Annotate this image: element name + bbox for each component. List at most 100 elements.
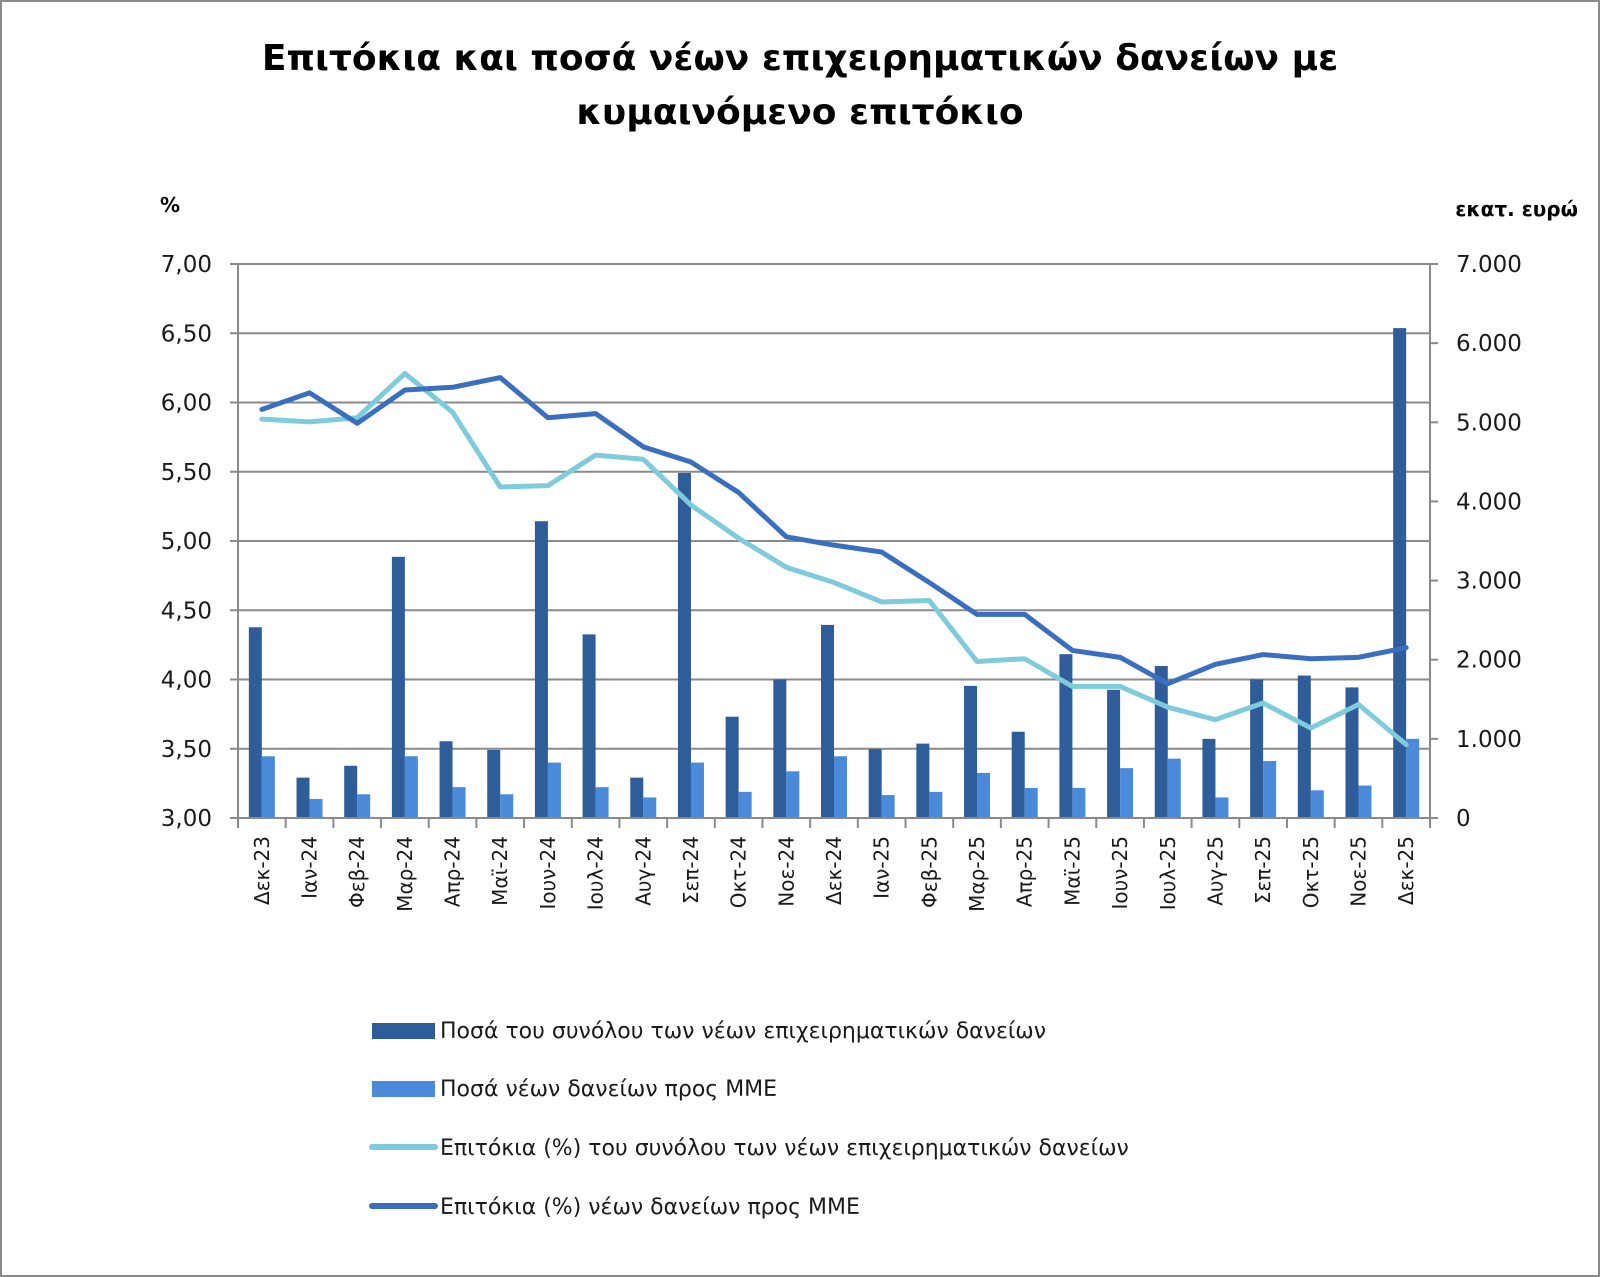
bar-sme-loans — [977, 772, 991, 818]
x-tick-label: Απρ-24 — [441, 836, 465, 907]
left-axis-unit-label: % — [160, 193, 180, 217]
x-tick-label: Απρ-25 — [1013, 836, 1037, 907]
x-tick-label: Ιουλ-25 — [1156, 836, 1180, 910]
right-axis-ticks: 0 1.000 2.000 3.000 4.000 5.000 6.000 7.000 — [1430, 252, 1522, 832]
x-tick-label: Μαρ-24 — [393, 836, 417, 912]
bar-sme-loans — [1072, 787, 1086, 818]
left-tick-label: 6,00 — [161, 391, 212, 417]
left-axis-ticks: 3,00 3,50 4,00 4,50 5,00 5,50 6,00 6,50 7,00 — [161, 252, 212, 832]
x-tick-label: Ιαν-24 — [298, 836, 322, 899]
left-tick-label: 6,50 — [161, 321, 212, 347]
legend-label: Επιτόκια (%) του συνόλου των νέων επιχει… — [440, 1136, 1129, 1161]
bar-sme-loans — [1406, 738, 1420, 818]
bar-total-loans — [248, 627, 262, 818]
x-tick-label: Ιουν-24 — [536, 836, 560, 910]
right-tick-label: 5.000 — [1456, 410, 1522, 436]
x-tick-label: Φεβ-24 — [345, 836, 369, 908]
x-axis-ticks: Δεκ-23 Ιαν-24 Φεβ-24 Μαρ-24 Απρ-24 Μαϊ-24 Ιουν… — [237, 818, 1431, 912]
bar-total-loans — [487, 749, 501, 818]
x-tick-label: Αυγ-25 — [1203, 836, 1227, 906]
left-tick-label: 3,00 — [161, 806, 212, 832]
bar-total-loans — [1297, 675, 1311, 818]
bar-total-loans — [391, 556, 405, 818]
bar-total-loans — [1011, 731, 1025, 818]
x-tick-label: Δεκ-25 — [1394, 836, 1418, 905]
bar-total-loans — [725, 716, 739, 818]
bar-total-loans — [582, 634, 596, 818]
x-tick-label: Νοε-24 — [774, 836, 798, 907]
bar-total-loans — [773, 679, 787, 818]
bar-total-loans — [1202, 738, 1216, 818]
bar-total-loans — [344, 765, 358, 818]
right-tick-label: 6.000 — [1456, 331, 1522, 357]
bar-sme-loans — [881, 795, 895, 818]
chart-title-line-2: κυμαινόμενο επιτόκιο — [576, 92, 1023, 133]
legend-label: Ποσά νέων δανείων προς ΜΜΕ — [440, 1077, 777, 1102]
axes — [237, 264, 1431, 819]
bar-sme-loans — [1263, 761, 1277, 818]
bar-total-loans — [1154, 666, 1168, 818]
bar-sme-loans — [404, 756, 418, 818]
bar-sme-loans — [547, 762, 561, 818]
bar-total-loans — [630, 777, 644, 818]
x-tick-label: Δεκ-24 — [822, 836, 846, 905]
bar-total-loans — [1345, 687, 1359, 818]
bar-total-loans — [439, 741, 453, 818]
x-tick-label: Σεπ-25 — [1251, 836, 1275, 904]
x-tick-label: Ιουν-25 — [1108, 836, 1132, 910]
bar-sme-loans — [261, 756, 275, 818]
legend: Ποσά του συνόλου των νέων επιχειρηματικώ… — [369, 1019, 1129, 1220]
right-tick-label: 1.000 — [1456, 727, 1522, 753]
bar-sme-loans — [1167, 758, 1181, 818]
chart-title-line-1: Επιτόκια και ποσά νέων επιχειρηματικών δ… — [262, 38, 1338, 79]
bar-sme-loans — [929, 791, 943, 818]
right-tick-label: 2.000 — [1456, 648, 1522, 674]
bar-total-loans — [964, 685, 978, 818]
x-tick-label: Ιαν-25 — [870, 836, 894, 899]
x-tick-label: Μαϊ-24 — [488, 836, 512, 906]
bar-sme-loans — [834, 756, 847, 818]
bar-total-loans — [868, 749, 882, 818]
bar-sme-loans — [452, 787, 466, 818]
left-tick-label: 7,00 — [161, 252, 212, 278]
bars — [248, 328, 1420, 818]
left-tick-label: 4,50 — [161, 598, 212, 624]
bar-sme-loans — [309, 799, 323, 818]
x-tick-label: Νοε-25 — [1346, 836, 1370, 907]
x-tick-label: Οκτ-24 — [727, 836, 751, 908]
bar-total-loans — [1107, 689, 1121, 818]
bar-sme-loans — [786, 771, 800, 818]
bar-sme-loans — [500, 794, 514, 818]
bar-sme-loans — [1215, 797, 1229, 818]
right-tick-label: 7.000 — [1456, 252, 1522, 278]
x-tick-label: Ιουλ-24 — [584, 836, 608, 910]
bar-total-loans — [1059, 654, 1073, 818]
legend-swatch-bar — [372, 1023, 435, 1039]
right-axis-unit-label: εκατ. ευρώ — [1455, 197, 1578, 221]
bar-total-loans — [916, 743, 930, 818]
lines — [259, 370, 1409, 748]
bar-sme-loans — [738, 791, 752, 818]
left-tick-label: 3,50 — [161, 737, 212, 763]
x-tick-label: Δεκ-23 — [250, 836, 274, 905]
x-tick-label: Φεβ-25 — [917, 836, 941, 908]
bar-total-loans — [1250, 679, 1264, 818]
bar-sme-loans — [1358, 785, 1372, 818]
right-tick-label: 3.000 — [1456, 569, 1522, 595]
chart-title: Επιτόκια και ποσά νέων επιχειρηματικών δ… — [262, 38, 1338, 133]
bar-total-loans — [821, 624, 834, 818]
bar-sme-loans — [595, 787, 609, 818]
x-tick-label: Οκτ-25 — [1299, 836, 1323, 908]
bar-sme-loans — [357, 794, 371, 818]
bar-sme-loans — [1120, 768, 1134, 818]
legend-label: Ποσά του συνόλου των νέων επιχειρηματικώ… — [440, 1019, 1046, 1044]
x-tick-label: Αυγ-24 — [631, 836, 655, 906]
bar-sme-loans — [1024, 787, 1038, 818]
right-tick-label: 4.000 — [1456, 489, 1522, 515]
bar-total-loans — [296, 777, 310, 818]
legend-label: Επιτόκια (%) νέων δανείων προς ΜΜΕ — [440, 1195, 860, 1220]
right-tick-label: 0 — [1456, 806, 1471, 832]
left-tick-label: 5,50 — [161, 460, 212, 486]
